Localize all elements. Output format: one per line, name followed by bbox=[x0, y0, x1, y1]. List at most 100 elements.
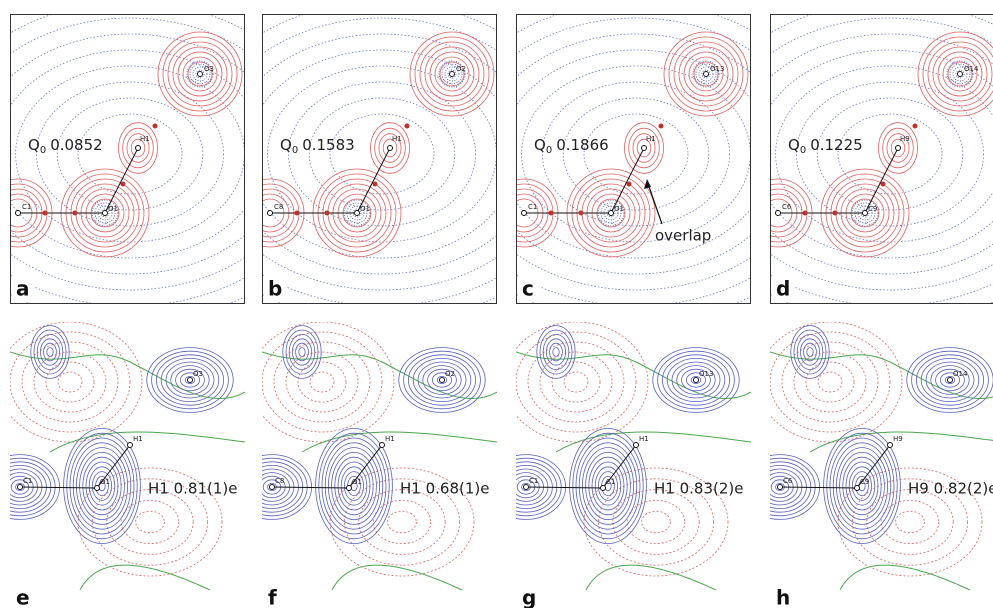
background-contour bbox=[262, 14, 497, 304]
charge-label: H9 0.82(2)e bbox=[908, 480, 993, 498]
negative-contour bbox=[373, 500, 431, 543]
q-symbol: Q bbox=[28, 136, 40, 154]
atom-label: C1 bbox=[529, 477, 538, 485]
negative-contour bbox=[10, 322, 142, 442]
background-contour bbox=[10, 14, 245, 304]
atom-label: C9 bbox=[860, 478, 869, 486]
atom bbox=[18, 485, 23, 490]
q-subscript: 0 bbox=[546, 145, 552, 156]
background-contour bbox=[770, 14, 993, 304]
positive-contour bbox=[286, 330, 318, 374]
atom bbox=[948, 378, 953, 383]
positive-contour bbox=[299, 348, 305, 357]
positive-contour bbox=[540, 330, 572, 374]
atom bbox=[863, 211, 868, 216]
q-label: Q00.1583 bbox=[280, 136, 355, 157]
q-subscript: 0 bbox=[800, 145, 806, 156]
arrowhead bbox=[644, 179, 651, 189]
background-contour bbox=[309, 98, 455, 210]
negative-contour bbox=[782, 342, 878, 422]
background-contour bbox=[542, 82, 729, 226]
atom bbox=[896, 146, 901, 151]
frame bbox=[771, 15, 993, 304]
atom bbox=[634, 443, 639, 448]
background-contour bbox=[770, 14, 993, 304]
panel: C1C1H1O13H1 0.83(2)eg bbox=[516, 322, 751, 608]
negative-contour bbox=[516, 332, 636, 432]
bond bbox=[526, 487, 603, 488]
panel: C6C9H9O14Q00.1225d bbox=[770, 14, 993, 304]
background-contour bbox=[516, 14, 751, 304]
positive-contour bbox=[341, 467, 367, 505]
positive-contour bbox=[296, 343, 309, 361]
positive-contour bbox=[553, 348, 559, 357]
bond bbox=[20, 487, 97, 488]
atom-label: O1 bbox=[108, 205, 118, 213]
positive-contour bbox=[37, 334, 63, 369]
zero-contour bbox=[10, 352, 245, 590]
negative-contour bbox=[613, 490, 699, 555]
atom bbox=[694, 378, 699, 383]
background-contour bbox=[563, 98, 709, 210]
background-contour bbox=[817, 98, 963, 210]
background-contour bbox=[10, 14, 245, 304]
panel-letter: a bbox=[16, 277, 30, 301]
background-contour bbox=[262, 14, 497, 304]
critical-point bbox=[153, 124, 158, 129]
q-label: Q00.1866 bbox=[534, 136, 609, 157]
zero-contour bbox=[262, 352, 497, 590]
atom-label: C8 bbox=[275, 477, 284, 485]
atom bbox=[778, 485, 783, 490]
atom-label: C1 bbox=[606, 478, 615, 486]
annotation: overlap bbox=[655, 227, 711, 245]
positive-contour bbox=[843, 457, 881, 515]
bond bbox=[780, 487, 857, 488]
background-contour bbox=[770, 14, 993, 304]
positive-contour bbox=[543, 334, 569, 369]
negative-contour bbox=[274, 342, 370, 422]
atom bbox=[198, 72, 203, 77]
atom-label: H1 bbox=[646, 135, 656, 143]
atom-label: O13 bbox=[699, 370, 713, 378]
background-contour bbox=[838, 114, 942, 194]
critical-point bbox=[295, 211, 300, 216]
background-contour bbox=[770, 14, 993, 304]
positive-contour bbox=[76, 448, 127, 525]
background-contour bbox=[10, 14, 245, 304]
q-value: 0.1583 bbox=[302, 136, 355, 154]
atom-label: H1 bbox=[140, 135, 150, 143]
negative-contour bbox=[540, 352, 612, 412]
atom bbox=[450, 72, 455, 77]
positive-contour bbox=[849, 467, 875, 505]
atom-label: O2 bbox=[456, 65, 466, 73]
negative-contour bbox=[627, 500, 685, 543]
panel-letter: c bbox=[522, 277, 534, 301]
background-contour bbox=[584, 114, 688, 194]
positive-contour bbox=[47, 348, 53, 357]
charge-label: H1 0.81(1)e bbox=[148, 480, 237, 498]
background-contour bbox=[262, 14, 497, 304]
negative-contour bbox=[22, 342, 118, 422]
atom bbox=[347, 486, 352, 491]
critical-point bbox=[325, 211, 330, 216]
background-contour bbox=[796, 82, 983, 226]
background-contour bbox=[770, 14, 993, 304]
negative-contour bbox=[121, 500, 179, 543]
frame bbox=[517, 15, 751, 304]
q-label: Q00.1225 bbox=[788, 136, 863, 157]
atom bbox=[103, 211, 108, 216]
positive-contour bbox=[289, 334, 315, 369]
positive-contour bbox=[589, 457, 627, 515]
negative-contour bbox=[896, 511, 925, 533]
background-contour bbox=[262, 14, 497, 304]
positive-contour bbox=[44, 343, 57, 361]
atom bbox=[388, 146, 393, 151]
zero-contour bbox=[516, 352, 751, 590]
atom bbox=[601, 486, 606, 491]
background-contour bbox=[10, 14, 245, 304]
panel: C1O1H1O3Q00.0852a bbox=[10, 14, 245, 304]
positive-contour bbox=[89, 467, 115, 505]
negative-contour bbox=[10, 332, 130, 432]
atom-label: C9 bbox=[868, 205, 877, 213]
